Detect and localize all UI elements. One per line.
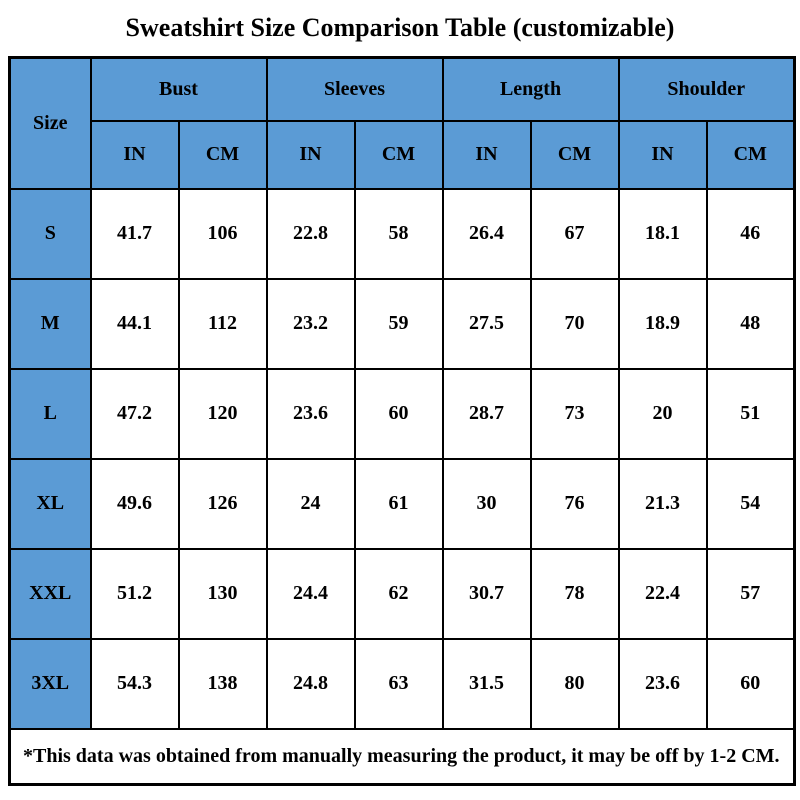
data-cell: 30	[441, 457, 532, 550]
unit-header-length-cm: CM	[529, 119, 620, 190]
page-title: Sweatshirt Size Comparison Table (custom…	[125, 13, 675, 42]
size-header-cell: Size	[8, 56, 92, 190]
data-cell: 57	[705, 547, 796, 640]
data-cell: 22.8	[265, 187, 356, 280]
data-cell: 67	[529, 187, 620, 280]
data-cell: 78	[529, 547, 620, 640]
data-cell: 44.1	[89, 277, 180, 370]
size-cell: XXL	[8, 547, 92, 640]
data-cell: 76	[529, 457, 620, 550]
size-cell: S	[8, 187, 92, 280]
table-row-l: L 47.2 120 23.6 60 28.7 73 20 51	[8, 367, 796, 460]
data-cell: 70	[529, 277, 620, 370]
unit-header-bust-cm: CM	[177, 119, 268, 190]
data-cell: 27.5	[441, 277, 532, 370]
data-cell: 80	[529, 637, 620, 730]
data-cell: 46	[705, 187, 796, 280]
data-cell: 120	[177, 367, 268, 460]
data-cell: 51.2	[89, 547, 180, 640]
data-cell: 62	[353, 547, 444, 640]
unit-header-sleeves-in: IN	[265, 119, 356, 190]
data-cell: 20	[617, 367, 708, 460]
table-row-m: M 44.1 112 23.2 59 27.5 70 18.9 48	[8, 277, 796, 370]
table-row-s: S 41.7 106 22.8 58 26.4 67 18.1 46	[8, 187, 796, 280]
header-group-row: Size Bust Sleeves Length Shoulder	[8, 56, 796, 190]
size-cell: 3XL	[8, 637, 92, 730]
unit-header-shoulder-in: IN	[617, 119, 708, 190]
data-cell: 138	[177, 637, 268, 730]
group-header-length: Length	[441, 56, 620, 122]
data-cell: 54.3	[89, 637, 180, 730]
unit-header-length-in: IN	[441, 119, 532, 190]
data-cell: 18.1	[617, 187, 708, 280]
data-cell: 73	[529, 367, 620, 460]
data-cell: 23.6	[265, 367, 356, 460]
size-comparison-table: Size Bust Sleeves Length Shoulder IN CM …	[8, 56, 796, 786]
unit-header-sleeves-cm: CM	[353, 119, 444, 190]
footnote-row: *This data was obtained from manually me…	[8, 727, 796, 786]
data-cell: 130	[177, 547, 268, 640]
table-row-xxl: XXL 51.2 130 24.4 62 30.7 78 22.4 57	[8, 547, 796, 640]
unit-header-shoulder-cm: CM	[705, 119, 796, 190]
data-cell: 58	[353, 187, 444, 280]
data-cell: 21.3	[617, 457, 708, 550]
data-cell: 26.4	[441, 187, 532, 280]
unit-header-bust-in: IN	[89, 119, 180, 190]
size-cell: XL	[8, 457, 92, 550]
table-row-xl: XL 49.6 126 24 61 30 76 21.3 54	[8, 457, 796, 550]
data-cell: 24.8	[265, 637, 356, 730]
data-cell: 30.7	[441, 547, 532, 640]
data-cell: 60	[705, 637, 796, 730]
table-row-3xl: 3XL 54.3 138 24.8 63 31.5 80 23.6 60	[8, 637, 796, 730]
data-cell: 22.4	[617, 547, 708, 640]
data-cell: 60	[353, 367, 444, 460]
size-cell: L	[8, 367, 92, 460]
data-cell: 59	[353, 277, 444, 370]
data-cell: 63	[353, 637, 444, 730]
header-units-row: IN CM IN CM IN CM IN CM	[10, 119, 796, 190]
data-cell: 48	[705, 277, 796, 370]
data-cell: 28.7	[441, 367, 532, 460]
group-header-shoulder: Shoulder	[617, 56, 796, 122]
data-cell: 54	[705, 457, 796, 550]
data-cell: 41.7	[89, 187, 180, 280]
data-cell: 106	[177, 187, 268, 280]
data-cell: 23.6	[617, 637, 708, 730]
data-cell: 51	[705, 367, 796, 460]
data-cell: 112	[177, 277, 268, 370]
data-cell: 126	[177, 457, 268, 550]
data-cell: 49.6	[89, 457, 180, 550]
data-cell: 61	[353, 457, 444, 550]
data-cell: 31.5	[441, 637, 532, 730]
group-header-bust: Bust	[89, 56, 268, 122]
data-cell: 24	[265, 457, 356, 550]
size-cell: M	[8, 277, 92, 370]
group-header-sleeves: Sleeves	[265, 56, 444, 122]
footnote: *This data was obtained from manually me…	[8, 727, 796, 786]
data-cell: 18.9	[617, 277, 708, 370]
data-cell: 47.2	[89, 367, 180, 460]
data-cell: 24.4	[265, 547, 356, 640]
data-cell: 23.2	[265, 277, 356, 370]
